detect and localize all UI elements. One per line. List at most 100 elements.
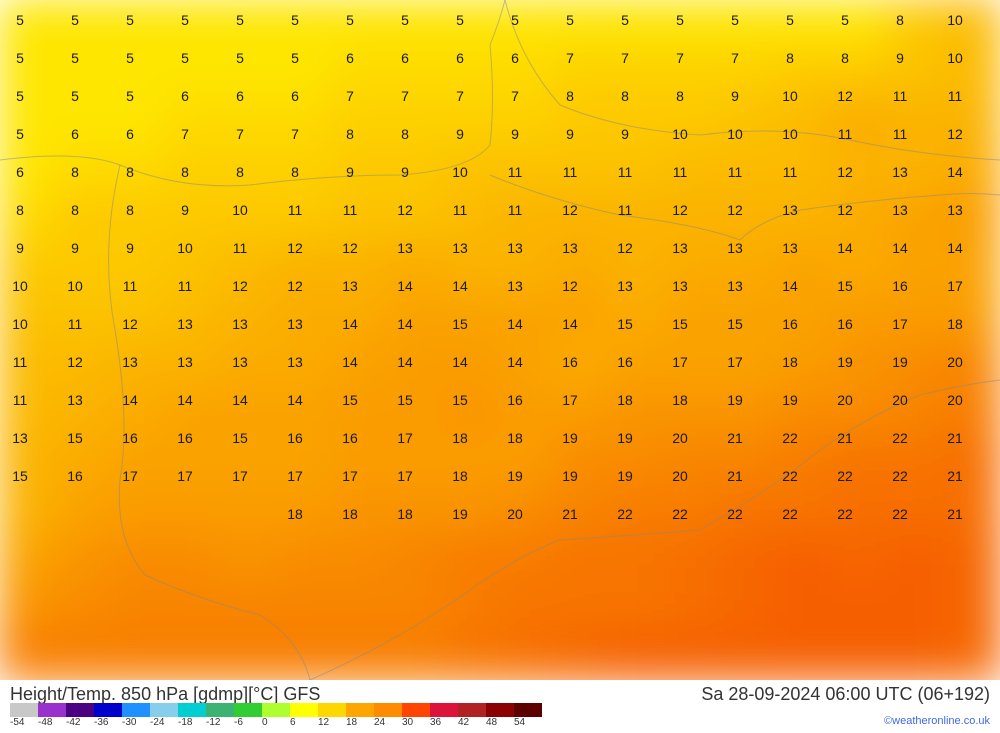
temp-value: 13	[67, 392, 83, 408]
scale-label: 42	[458, 717, 486, 729]
temp-value: 14	[397, 354, 413, 370]
temp-value: 18	[947, 316, 963, 332]
temp-value: 18	[672, 392, 688, 408]
copyright-text: ©weatheronline.co.uk	[884, 715, 990, 727]
temp-value: 12	[837, 88, 853, 104]
temp-value: 7	[291, 126, 299, 142]
temp-value: 5	[181, 12, 189, 28]
temp-value: 19	[507, 468, 523, 484]
temp-value: 11	[13, 354, 28, 370]
temp-value: 22	[672, 506, 688, 522]
temp-value: 7	[236, 126, 244, 142]
temp-value: 7	[676, 50, 684, 66]
weather-map: 5555555555555555810555555666677778891055…	[0, 0, 1000, 680]
temp-value: 5	[236, 50, 244, 66]
temp-value: 20	[892, 392, 908, 408]
temp-value: 14	[837, 240, 853, 256]
temp-value: 13	[177, 354, 193, 370]
temp-value: 17	[232, 468, 248, 484]
scale-label: -36	[94, 717, 122, 729]
temp-value: 15	[397, 392, 413, 408]
scale-label: -54	[10, 717, 38, 729]
temp-value: 14	[232, 392, 248, 408]
scale-block	[10, 703, 38, 717]
temp-value: 9	[71, 240, 79, 256]
temp-value: 19	[892, 354, 908, 370]
temp-value: 13	[12, 430, 28, 446]
temp-value: 5	[621, 12, 629, 28]
temp-value: 7	[456, 88, 464, 104]
temp-value: 13	[397, 240, 413, 256]
temp-value: 9	[896, 50, 904, 66]
temp-value: 13	[562, 240, 578, 256]
temp-value: 15	[67, 430, 83, 446]
temp-value: 14	[397, 316, 413, 332]
temp-value: 17	[947, 278, 963, 294]
temp-value: 5	[786, 12, 794, 28]
temp-value: 12	[837, 202, 853, 218]
temp-value: 12	[122, 316, 138, 332]
temp-value: 16	[782, 316, 798, 332]
scale-label: 36	[430, 717, 458, 729]
temp-value: 18	[342, 506, 358, 522]
scale-block	[318, 703, 346, 717]
temp-value: 19	[617, 468, 633, 484]
temp-value: 5	[181, 50, 189, 66]
temp-value: 17	[727, 354, 743, 370]
legend-bar: Height/Temp. 850 hPa [gdmp][°C] GFS Sa 2…	[0, 680, 1000, 733]
temp-value: 18	[287, 506, 303, 522]
scale-block	[430, 703, 458, 717]
temp-value: 6	[236, 88, 244, 104]
temp-value: 8	[71, 164, 79, 180]
temp-value: 21	[562, 506, 578, 522]
temp-value: 8	[566, 88, 574, 104]
temp-value: 5	[511, 12, 519, 28]
temp-value: 8	[291, 164, 299, 180]
temp-value: 11	[233, 240, 248, 256]
temp-value: 12	[342, 240, 358, 256]
temp-value: 5	[126, 12, 134, 28]
scale-label: -6	[234, 717, 262, 729]
temp-value: 6	[456, 50, 464, 66]
temp-value: 13	[727, 278, 743, 294]
temp-value: 13	[287, 354, 303, 370]
temp-value: 18	[507, 430, 523, 446]
scale-label: 18	[346, 717, 374, 729]
temp-value: 17	[342, 468, 358, 484]
temp-value: 15	[232, 430, 248, 446]
temp-value: 8	[126, 202, 134, 218]
scale-label: -18	[178, 717, 206, 729]
temp-value: 5	[456, 12, 464, 28]
temp-value: 22	[892, 468, 908, 484]
scale-block	[206, 703, 234, 717]
temp-value: 12	[397, 202, 413, 218]
temp-value: 12	[562, 278, 578, 294]
temp-value: 16	[617, 354, 633, 370]
temp-value: 13	[507, 240, 523, 256]
temp-value: 16	[342, 430, 358, 446]
temp-value: 22	[837, 506, 853, 522]
temp-value: 18	[617, 392, 633, 408]
temp-value: 21	[727, 430, 743, 446]
temp-value: 14	[122, 392, 138, 408]
temp-value: 5	[126, 50, 134, 66]
temp-value: 11	[838, 126, 853, 142]
scale-label: -48	[38, 717, 66, 729]
temp-value: 11	[288, 202, 303, 218]
scale-block	[66, 703, 94, 717]
temp-value: 13	[177, 316, 193, 332]
temp-value: 15	[672, 316, 688, 332]
temp-value: 7	[731, 50, 739, 66]
temp-value: 20	[672, 468, 688, 484]
temp-value: 7	[346, 88, 354, 104]
temp-value: 9	[621, 126, 629, 142]
temp-value: 17	[397, 468, 413, 484]
scale-block	[346, 703, 374, 717]
temp-value: 13	[947, 202, 963, 218]
temp-value: 16	[837, 316, 853, 332]
scale-block	[234, 703, 262, 717]
temp-value: 12	[287, 240, 303, 256]
temp-value: 6	[401, 50, 409, 66]
temp-value: 19	[837, 354, 853, 370]
temp-value: 13	[287, 316, 303, 332]
